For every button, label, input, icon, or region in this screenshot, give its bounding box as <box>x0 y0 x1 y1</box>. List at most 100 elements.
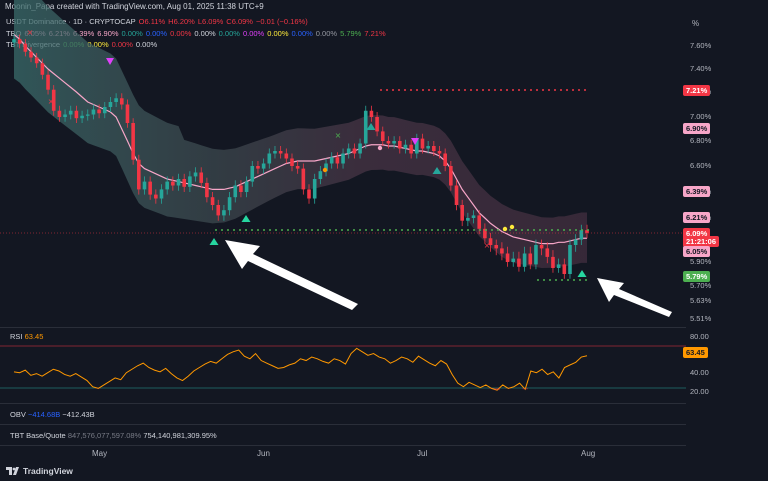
candle-body <box>199 172 204 183</box>
candle-body <box>34 57 39 64</box>
rsi-line <box>13 347 588 391</box>
buy-signal-triangle <box>366 123 376 130</box>
obv-label: OBV <box>10 410 26 419</box>
candle-body <box>244 181 249 192</box>
signal-markers: × × × × <box>27 28 587 277</box>
candle-body <box>454 185 459 205</box>
price-tag: 6.90% <box>683 123 711 134</box>
legend-item: 7.21% <box>364 29 386 38</box>
level-lines <box>0 89 686 281</box>
obv-value-1: −414.68B <box>27 410 61 419</box>
signal-dot <box>322 167 328 173</box>
candle-body <box>375 117 379 132</box>
pane-separator[interactable] <box>0 424 686 425</box>
price-tick-label: 5.90% <box>690 257 712 266</box>
candle-body <box>63 114 67 117</box>
buy-signal-triangle <box>577 270 587 277</box>
candle-body <box>556 264 561 268</box>
candle-body <box>102 107 107 114</box>
candle-body <box>119 98 124 105</box>
tradingview-logo[interactable]: TradingView <box>6 466 73 476</box>
candle-body <box>363 110 368 144</box>
candle-body <box>114 98 118 102</box>
candle-body <box>273 151 277 154</box>
candle-body <box>137 159 141 190</box>
candle-body <box>40 63 45 75</box>
candle-body <box>568 245 572 274</box>
candle-body <box>290 158 294 166</box>
legend-item: −0.01 (−0.16%) <box>255 17 308 26</box>
rsi-oversold-fill <box>95 388 529 391</box>
price-tag: 6.05% <box>683 246 711 257</box>
candle-body <box>148 181 152 195</box>
candle-body <box>494 245 499 249</box>
legend-item: H6.20% <box>168 17 195 26</box>
legend-item: 0.00% <box>267 29 289 38</box>
percent-unit: % <box>692 19 700 28</box>
cross-marker: × <box>484 241 491 250</box>
price-tag: 21:21:06 <box>683 236 720 247</box>
time-label-aug: Aug <box>581 449 596 458</box>
candle-body <box>483 228 487 239</box>
candle-body <box>403 144 408 149</box>
candle-body <box>142 181 147 190</box>
price-tick-label: 7.60% <box>690 41 712 50</box>
candle-body <box>528 253 533 265</box>
candle-body <box>522 253 527 267</box>
candle-body <box>267 153 272 164</box>
candle-body <box>23 43 28 52</box>
tradingview-icon <box>6 467 19 475</box>
candle-body <box>539 245 544 249</box>
candlestick-series <box>12 34 589 279</box>
candle-body <box>551 256 555 268</box>
candle-body <box>256 166 260 169</box>
tbt-base-value-2: 754,140,981,309.95% <box>143 431 217 440</box>
symbol-legend[interactable]: USDT Dominance · 1D · CRYPTOCAP O6.11% H6.… <box>6 16 311 27</box>
rsi-legend[interactable]: RSI 63.45 <box>10 332 43 341</box>
annotation-arrows <box>225 240 672 317</box>
candle-body <box>261 163 266 169</box>
candle-body <box>392 141 396 144</box>
candle-body <box>57 110 62 117</box>
pane-separator[interactable] <box>0 403 686 404</box>
candle-body <box>91 109 96 115</box>
candle-body <box>125 104 130 123</box>
pane-separator[interactable] <box>0 327 686 328</box>
legend-item: 0.00% <box>170 29 192 38</box>
price-tag: 6.09% <box>683 228 711 239</box>
legend-item: 0.00% <box>218 29 240 38</box>
chart-credit: Moonin_Papa created with TradingView.com… <box>5 2 264 11</box>
candle-body <box>176 179 181 186</box>
candle-body <box>171 181 175 186</box>
candle-body <box>210 197 215 205</box>
main-chart[interactable]: × × × × <box>0 0 686 481</box>
price-tick-label: 5.51% <box>690 314 712 323</box>
candle-body <box>216 205 221 216</box>
candle-body <box>432 146 436 151</box>
rsi-value: 63.45 <box>24 332 44 341</box>
candle-body <box>545 248 550 257</box>
candle-body <box>307 189 311 199</box>
candle-body <box>301 168 306 190</box>
price-tick-label: 5.63% <box>690 296 712 305</box>
candle-body <box>239 185 243 192</box>
pane-separator[interactable] <box>0 445 686 446</box>
legend-item: O6.11% <box>138 17 166 26</box>
candle-body <box>233 185 238 198</box>
tbt-base-quote-legend[interactable]: TBT Base/Quote 847,576,077,597.08% 754,1… <box>10 431 217 440</box>
legend-item: USDT Dominance · 1D · CRYPTOCAP <box>6 17 136 26</box>
candle-body <box>573 239 578 245</box>
candle-body <box>51 89 56 111</box>
legend-item: 5.79% <box>340 29 362 38</box>
candle-body <box>165 181 169 190</box>
candle-body <box>295 166 300 169</box>
signal-dot <box>509 224 515 230</box>
cross-marker: × <box>335 131 342 140</box>
candle-body <box>250 166 255 182</box>
price-tick-label: 7.40% <box>690 64 712 73</box>
obv-legend[interactable]: OBV −414.68B −412.43B <box>10 410 95 419</box>
time-label-may: May <box>92 449 108 458</box>
tradingview-brand: TradingView <box>23 466 73 476</box>
candle-body <box>318 171 323 179</box>
candle-body <box>17 39 22 44</box>
